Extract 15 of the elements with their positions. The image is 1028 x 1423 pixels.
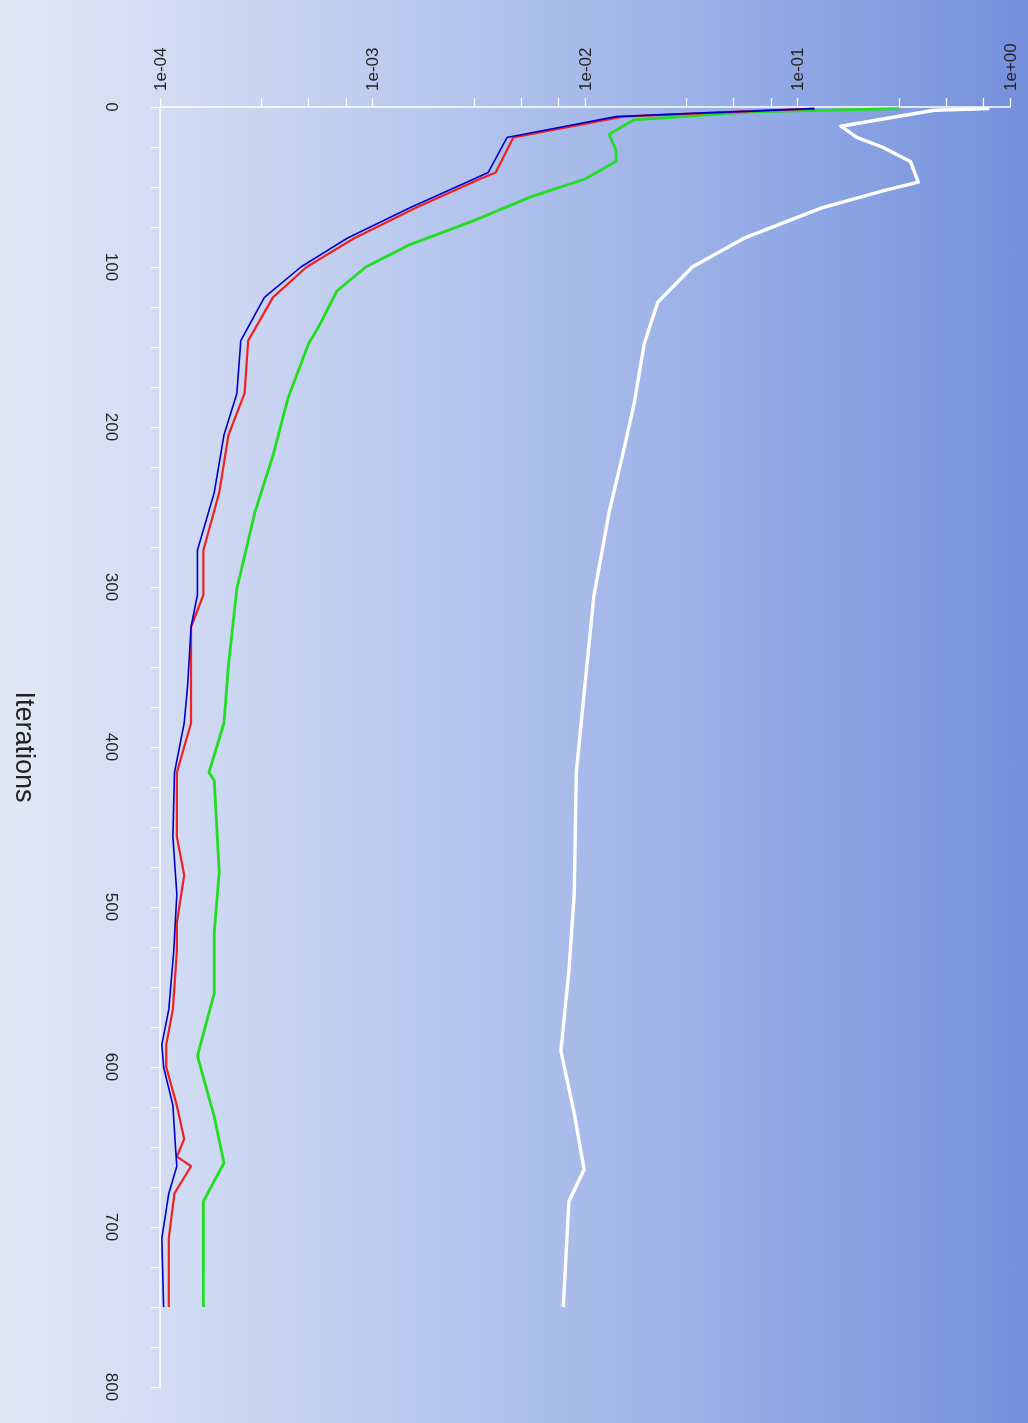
y-tick-label: 100 bbox=[102, 252, 121, 282]
y-axis-title: Iterations bbox=[9, 691, 40, 803]
x-tick-label: 1e+00 bbox=[1000, 43, 1020, 91]
y-tick-label: 600 bbox=[102, 1052, 121, 1082]
x-tick-label: 1e-01 bbox=[788, 47, 807, 91]
y-tick-label: 200 bbox=[102, 412, 121, 442]
x-tick-label: 1e-03 bbox=[363, 47, 382, 91]
y-tick-label: 300 bbox=[102, 572, 121, 602]
y-tick-label: 500 bbox=[102, 892, 121, 922]
x-tick-label: 1e-02 bbox=[575, 47, 595, 91]
y-tick-label: 400 bbox=[102, 732, 121, 762]
x-tick-label: 1e-04 bbox=[150, 47, 170, 91]
y-tick-label: 0 bbox=[102, 102, 121, 112]
y-tick-label: 800 bbox=[102, 1372, 121, 1402]
y-tick-label: 700 bbox=[102, 1212, 121, 1242]
